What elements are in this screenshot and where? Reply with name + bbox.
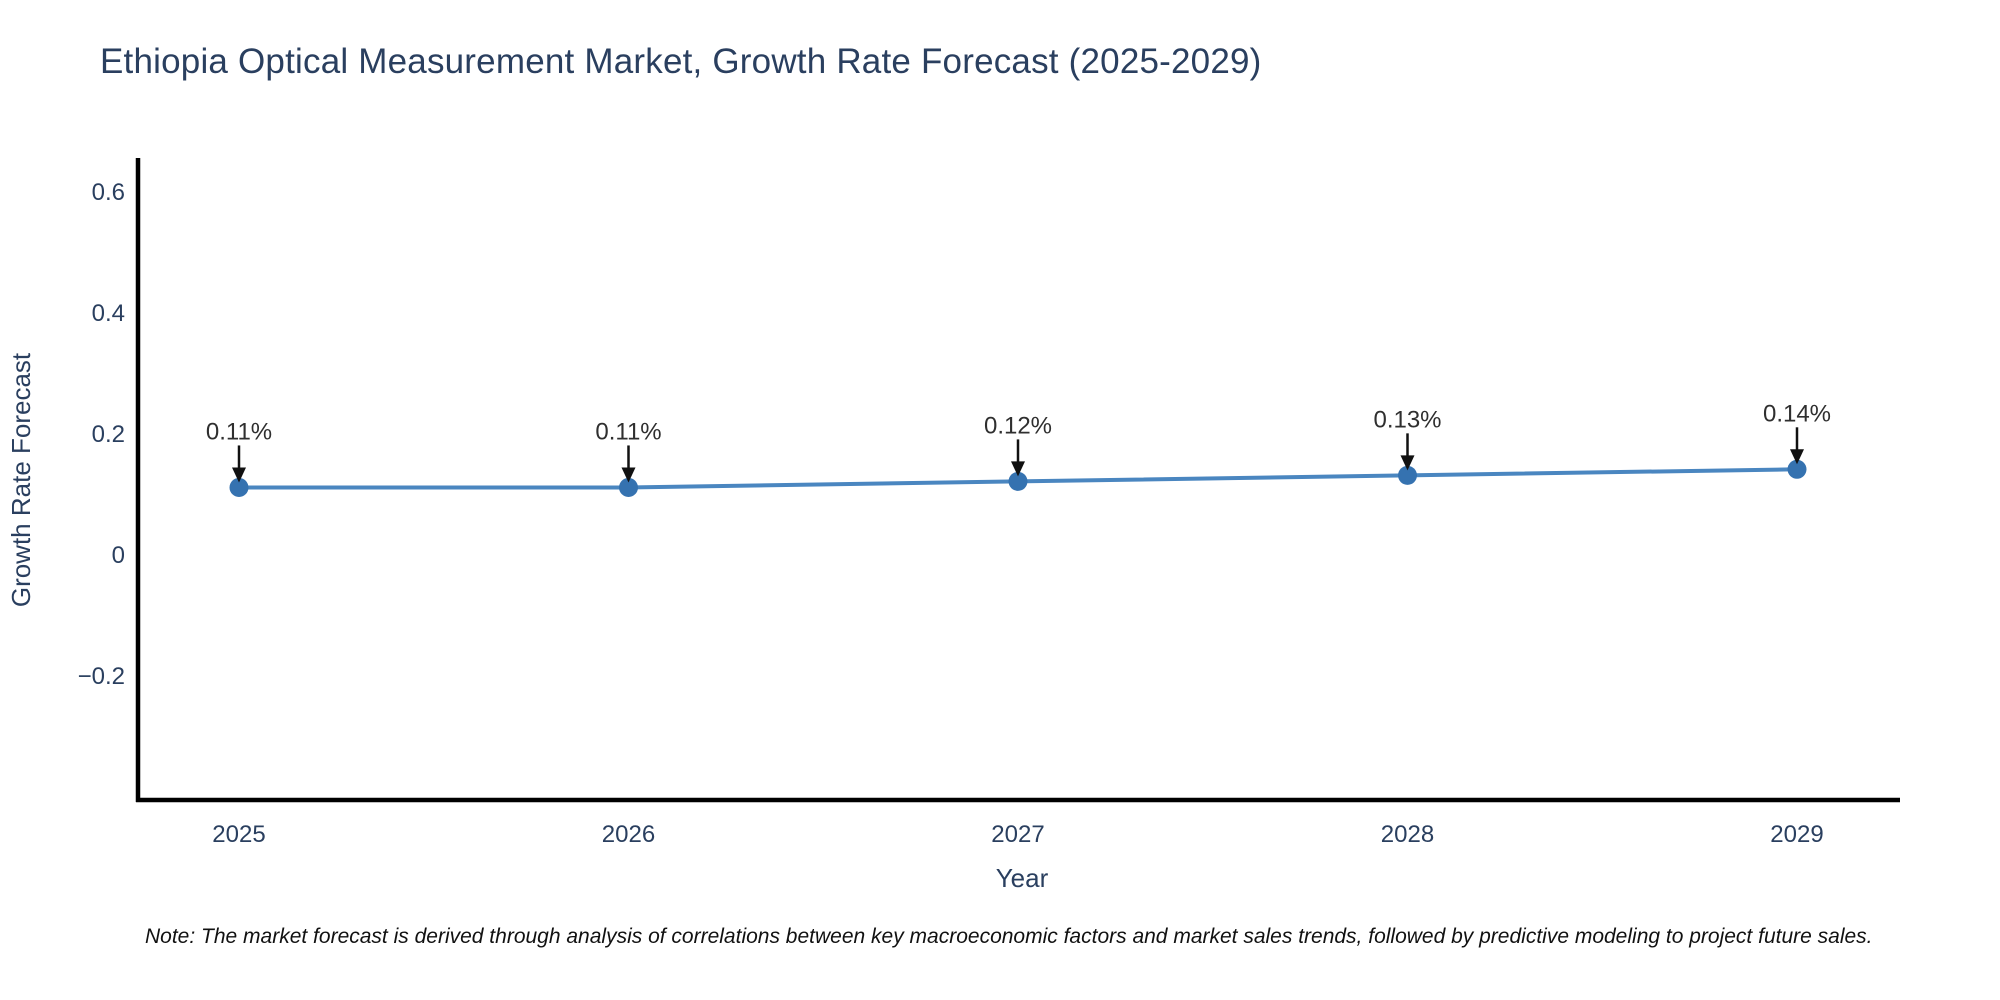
data-point[interactable]	[1398, 465, 1417, 485]
annotation-arrowhead	[621, 467, 636, 483]
data-point-label: 0.14%	[1763, 400, 1831, 427]
x-tick-label: 2026	[602, 821, 655, 848]
x-tick-label: 2029	[1770, 821, 1823, 848]
x-tick-label: 2028	[1381, 821, 1434, 848]
data-point[interactable]	[229, 477, 249, 497]
data-point-label: 0.11%	[595, 418, 661, 445]
y-tick-label: −0.2	[78, 663, 125, 690]
annotation-arrowhead	[1011, 461, 1025, 477]
annotation-arrowhead	[1400, 455, 1415, 471]
y-tick-label: 0.6	[92, 179, 125, 206]
x-tick-label: 2027	[991, 821, 1044, 848]
y-tick-label: 0	[112, 542, 125, 569]
y-axis-title: Growth Rate Forecast	[6, 352, 36, 607]
annotation-arrowhead	[232, 467, 246, 483]
x-axis-title: Year	[996, 863, 1049, 893]
data-point-label: 0.11%	[206, 418, 272, 445]
chart-title: Ethiopia Optical Measurement Market, Gro…	[100, 42, 1262, 81]
y-tick-label: 0.2	[92, 421, 125, 448]
data-point[interactable]	[619, 477, 638, 497]
data-point-label: 0.13%	[1373, 406, 1441, 433]
data-point[interactable]	[1008, 471, 1028, 491]
footnote: Note: The market forecast is derived thr…	[145, 925, 1873, 948]
x-tick-label: 2025	[212, 821, 265, 848]
data-point-label: 0.12%	[984, 412, 1052, 439]
data-point[interactable]	[1787, 459, 1807, 479]
y-tick-label: 0.4	[92, 300, 125, 327]
annotation-arrowhead	[1790, 449, 1804, 465]
